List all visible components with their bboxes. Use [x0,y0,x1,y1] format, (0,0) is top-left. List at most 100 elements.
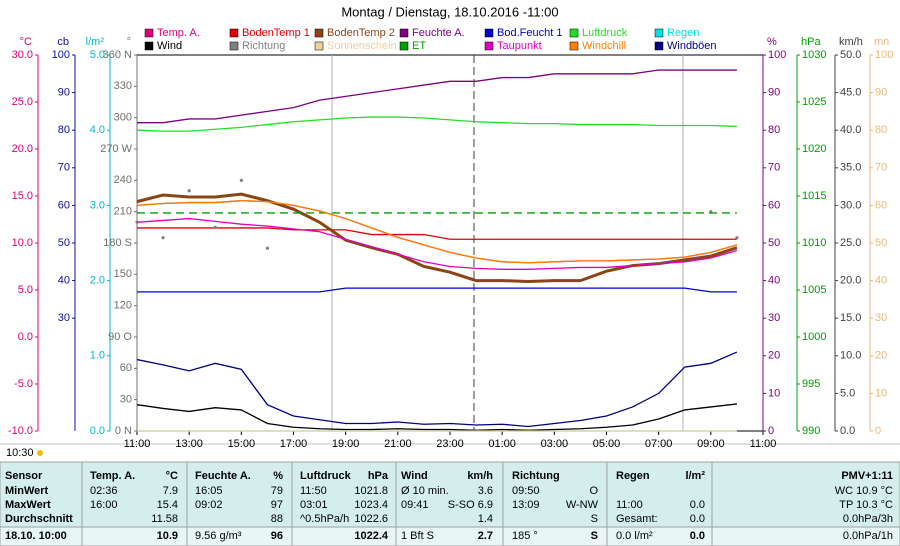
y-tick-label: 10 [768,387,780,399]
table-cell: 7.9 [163,485,178,497]
table-cell: Ø 10 min. [401,485,449,497]
table-cell: hPa [368,470,389,482]
table-cell: 09:50 [512,485,540,497]
y-tick-label: 0.0 [18,331,33,343]
y-tick-label: 50 [768,237,780,249]
table-cell: 03:01 [300,499,328,511]
y-tick-label: 20.0 [840,275,861,287]
y-tick-label: 60 [768,199,780,211]
y-tick-label: 45.0 [840,87,861,99]
legend-swatch [569,28,579,38]
y-tick-label: 20 [768,350,780,362]
table-cell: 11:00 [616,499,643,511]
table-cell: 0.0 [690,499,705,511]
y-tick-label: 10 [875,387,887,399]
direction-point [735,236,739,240]
footer-time: 10:30 [6,447,34,459]
y-tick-label: 90 O [108,331,132,343]
legend-label: ET [412,40,426,52]
y-tick-label: 0 N [115,425,132,437]
y-tick-label: 1025 [802,96,826,108]
y-tick-label: 10.0 [840,350,861,362]
y-tick-label: 1.0 [90,350,105,362]
series-line [136,217,738,270]
axis-unit: °C [20,36,32,48]
y-tick-label: 330 [114,80,132,92]
table-cell: 1022.6 [354,513,388,525]
table-cell: W-NW [566,499,599,511]
axis-unit: l/m² [86,36,105,48]
table-cell: 9.56 g/m³ [195,530,242,542]
y-tick-label: 30 [875,312,887,324]
table-cell: 97 [271,499,283,511]
table-cell: S [591,513,598,525]
table-cell: 11:50 [300,485,327,497]
legend-label: Luftdruck [582,27,628,39]
table-cell: 1 Bft S [401,530,434,542]
y-tick-label: 80 [58,124,70,136]
x-tick-label: 19:00 [332,438,360,450]
y-tick-label: 40 [875,275,887,287]
table-cell: Temp. A. [90,470,135,482]
legend-swatch [654,28,664,38]
y-tick-label: 120 [114,300,132,312]
x-tick-label: 15:00 [228,438,256,450]
y-tick-label: 360 N [103,49,132,61]
legend-label: Windböen [667,40,717,52]
table-cell: PMV+1:11 [841,470,893,482]
sun-icon [37,450,43,456]
direction-point [161,236,165,240]
y-tick-label: 1015 [802,190,826,202]
y-tick-label: 990 [802,425,820,437]
legend-label: Feuchte A. [412,27,465,39]
y-tick-label: 0 [768,425,774,437]
legend-label: BodenTemp 2 [327,27,395,39]
legend-label: Temp. A. [157,27,200,39]
y-tick-label: 4.0 [90,124,105,136]
table-cell: 185 ° [512,530,538,542]
y-tick-label: 1000 [802,331,826,343]
axis-unit: hPa [801,36,821,48]
table-cell: S [591,530,598,542]
y-tick-label: 100 [52,49,70,61]
legend-swatch [569,41,579,51]
table-cell: Regen [616,470,650,482]
y-tick-label: 30 [58,312,70,324]
y-tick-label: 180 S [103,237,132,249]
y-tick-label: 90 [768,87,780,99]
y-tick-label: -5.0 [14,378,33,390]
table-cell: TP 10.3 °C [839,499,893,511]
table-cell: 2.7 [478,530,493,542]
y-tick-label: 90 [58,87,70,99]
direction-point [265,246,270,250]
table-cell: 11.58 [151,513,178,525]
y-tick-label: 25.0 [12,96,33,108]
table-cell: 09:02 [195,499,223,511]
legend-swatch [144,28,154,38]
y-tick-label: 60 [875,199,887,211]
legend-swatch [399,28,409,38]
legend-swatch [229,41,239,51]
x-tick-label: 13:00 [175,438,203,450]
table-cell: 1.4 [478,513,493,525]
table-cell: Luftdruck [300,470,352,482]
legend-swatch [484,41,494,51]
y-tick-label: 0.0 [90,425,105,437]
y-tick-label: 25.0 [840,237,861,249]
legend-label: Wind [157,40,182,52]
table-cell: 02:36 [90,485,118,497]
legend-label: Richtung [242,40,285,52]
table-cell: 88 [271,513,283,525]
y-tick-label: 15.0 [12,190,33,202]
legend-swatch [484,28,494,38]
table-cell: °C [166,470,178,482]
y-tick-label: 1005 [802,284,826,296]
table-cell: 1021.8 [354,485,388,497]
y-tick-label: 20.0 [12,143,33,155]
x-tick-label: 05:00 [593,438,621,450]
x-tick-label: 01:00 [488,438,516,450]
x-tick-label: 07:00 [645,438,673,450]
table-cell: Gesamt: [616,513,658,525]
table-cell: Sensor [5,470,43,482]
table-cell: 15.4 [157,499,178,511]
